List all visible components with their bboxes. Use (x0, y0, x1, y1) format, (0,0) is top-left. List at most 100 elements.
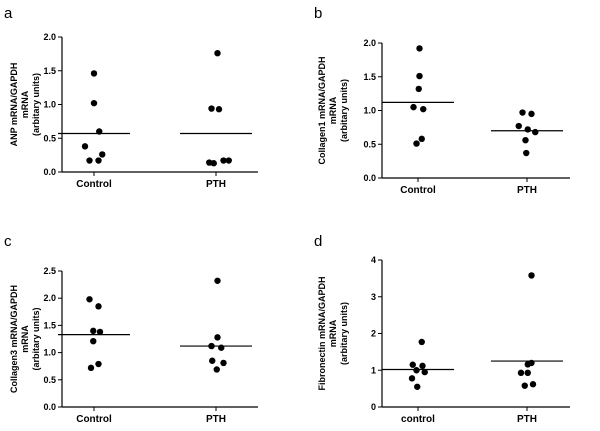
y-axis-label: (arbitary units) (31, 73, 41, 136)
y-axis-label: ANP mRNA/GAPDH (9, 63, 19, 147)
y-tick-label: 4 (371, 255, 376, 265)
data-point (99, 151, 106, 158)
data-point (524, 361, 531, 368)
data-point (214, 277, 221, 284)
y-tick-label: 2.0 (363, 38, 376, 48)
y-tick-label: 0.0 (43, 402, 56, 412)
data-point (208, 105, 215, 112)
data-point (408, 375, 416, 382)
panel-a: a 0.0 0.5 1.0 1.5 2.0 Control PTH ANP mRNA/GAPDH… (4, 5, 258, 190)
data-point (418, 338, 425, 346)
y-axis-label: mRNA (20, 90, 30, 118)
panel-letter: a (4, 5, 13, 22)
x-category-label: PTH (517, 185, 537, 196)
data-point (220, 157, 227, 164)
data-point (90, 337, 97, 345)
data-point (517, 369, 525, 377)
y-axis-label: mRNA (20, 325, 30, 353)
y-tick-label: 0.0 (363, 173, 376, 183)
y-axis-label: mRNA (328, 96, 338, 124)
data-point (409, 361, 416, 368)
data-point (528, 272, 535, 279)
y-axis-label: Fibronectin mRNA/GAPDH (317, 276, 327, 390)
y-tick-label: 2 (371, 329, 376, 339)
x-category-label: control (401, 414, 435, 425)
y-tick-label: 1.0 (43, 100, 56, 110)
data-point (214, 50, 221, 57)
data-point (220, 359, 227, 367)
data-point (86, 157, 93, 164)
y-tick-label: 0.5 (43, 375, 56, 385)
x-category-label: PTH (206, 179, 226, 190)
x-category-label: PTH (206, 414, 226, 425)
data-point (420, 105, 427, 113)
data-point (90, 327, 97, 335)
x-category-label: PTH (517, 414, 537, 425)
data-point (210, 160, 217, 167)
data-point (215, 106, 223, 113)
y-axis-label: (arbitary units) (31, 307, 41, 370)
panel-letter: c (4, 233, 12, 250)
data-point (214, 334, 221, 341)
panel-letter: d (314, 233, 322, 250)
x-category-label: Control (76, 179, 112, 190)
data-point (519, 109, 526, 116)
y-axis-label: (arbitary units) (339, 79, 349, 142)
data-point (213, 366, 220, 373)
data-point (529, 381, 537, 388)
y-axis-label: mRNA (328, 319, 338, 347)
y-tick-label: 2.0 (43, 293, 56, 303)
data-point (209, 357, 216, 364)
y-tick-label: 1.5 (43, 66, 56, 76)
y-axis-label: (arbitary units) (339, 302, 349, 365)
data-point (418, 135, 425, 143)
data-point (410, 103, 417, 111)
y-tick-label: 1.5 (43, 320, 56, 330)
data-point (523, 149, 530, 157)
y-axis-label: Collagen1 mRNA/GAPDH (317, 56, 327, 164)
data-point (421, 368, 428, 376)
data-point (90, 70, 98, 77)
data-point (90, 99, 98, 107)
data-point (95, 303, 102, 310)
data-point (416, 45, 423, 52)
data-point (225, 157, 232, 164)
panel-d: d 0 1 2 3 4 control PTH Fibronectin mRNA/GAPDH mR… (314, 233, 570, 425)
data-point (515, 122, 522, 130)
panel-letter: b (314, 5, 322, 22)
panel-b: b 0.0 0.5 1.0 1.5 2.0 Control PTH Collagen1 mRNA… (314, 5, 570, 196)
data-point (522, 137, 529, 144)
y-tick-label: 0.5 (43, 133, 56, 143)
data-point (81, 143, 89, 150)
data-point (419, 362, 426, 370)
data-point (95, 157, 102, 164)
data-point (532, 128, 539, 136)
data-point (415, 85, 422, 93)
x-category-label: Control (400, 185, 436, 196)
y-tick-label: 2.5 (43, 266, 56, 276)
data-point (96, 328, 104, 336)
y-tick-label: 3 (371, 292, 376, 302)
data-point (416, 72, 423, 80)
data-point (87, 364, 95, 372)
y-tick-label: 1.0 (363, 106, 376, 116)
data-point (521, 382, 528, 389)
data-point (218, 344, 225, 351)
y-tick-label: 1.0 (43, 348, 56, 358)
panel-c: c 0.0 0.5 1.0 1.5 2.0 2.5 Control PTH Collagen3 m… (4, 233, 258, 425)
y-tick-label: 0 (371, 402, 376, 412)
y-tick-label: 0.0 (43, 167, 56, 177)
y-tick-label: 2.0 (43, 32, 56, 42)
data-point (413, 367, 420, 374)
data-point (524, 369, 531, 377)
data-point (414, 383, 421, 390)
y-tick-label: 1.5 (363, 72, 376, 82)
data-point (95, 360, 102, 368)
data-point (413, 140, 420, 147)
y-tick-label: 0.5 (363, 139, 376, 149)
data-point (524, 126, 531, 133)
data-point (86, 296, 93, 303)
x-category-label: Control (76, 414, 112, 425)
y-tick-label: 1 (371, 365, 376, 375)
